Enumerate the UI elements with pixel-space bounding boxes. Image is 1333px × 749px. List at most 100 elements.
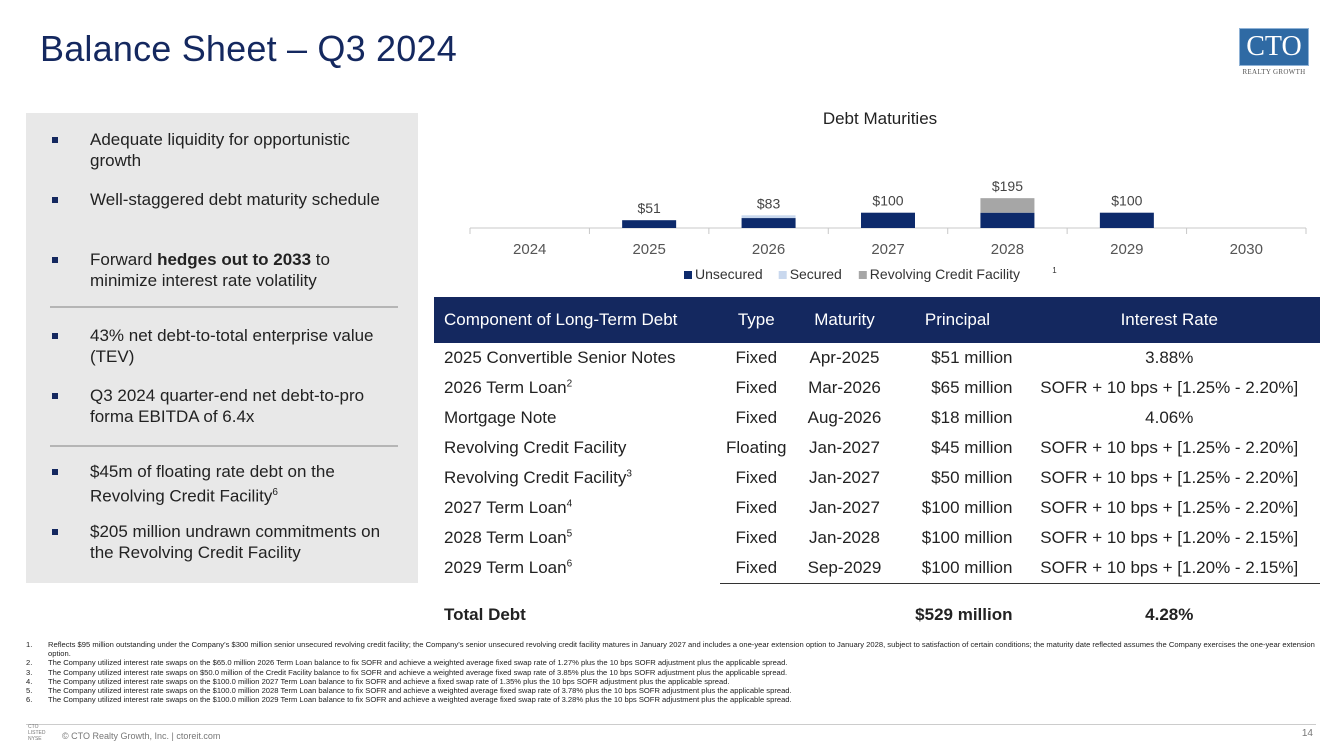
cell-type: Fixed	[735, 348, 778, 367]
cell-principal: $18 million	[931, 408, 1013, 427]
cell-rate: SOFR + 10 bps + [1.25% - 2.20%]	[1040, 438, 1299, 457]
chart-title: Debt Maturities	[822, 109, 938, 128]
footnote: 2. The Company utilized interest rate swa…	[26, 658, 1316, 667]
cell-type: Fixed	[735, 378, 778, 397]
bullet-text: Q3 2024 quarter-end net debt-to-pro form…	[90, 386, 365, 426]
bullet-text: Adequate liquidity for opportunistic gro…	[90, 130, 350, 170]
data-label: $51	[637, 200, 661, 216]
col-header-rate: Interest Rate	[1018, 297, 1320, 343]
page-number: 14	[1301, 728, 1313, 739]
component-name: Revolving Credit Facility	[444, 438, 627, 457]
footnote-ref: 4	[566, 498, 573, 510]
bar-unsecured	[741, 218, 796, 228]
data-label: $83	[757, 195, 781, 211]
highlights-panel: Adequate liquidity for opportunistic gro…	[26, 113, 418, 583]
legend-swatch	[684, 271, 692, 279]
panel-divider	[50, 306, 398, 308]
bullet-square-icon	[52, 257, 58, 263]
footnote-text: The Company utilized interest rate swaps…	[48, 658, 788, 668]
footnote-number: 6.	[26, 695, 33, 705]
cell-principal: $50 million	[931, 468, 1013, 487]
col-header-maturity: Maturity	[792, 297, 897, 343]
bullet-text: $205 million undrawn commitments on the …	[90, 522, 381, 562]
cell-rate: SOFR + 10 bps + [1.20% - 2.15%]	[1040, 528, 1299, 547]
table-row: Mortgage Note Fixed Aug-2026 $18 million 4.0…	[434, 403, 1320, 433]
cell-principal: $100 million	[921, 498, 1013, 517]
legend-label: Secured	[790, 266, 842, 282]
cell-component: 2025 Convertible Senior Notes	[434, 343, 720, 373]
bullet-text: Well-staggered debt maturity schedule	[90, 190, 380, 209]
total-empty	[792, 600, 896, 630]
component-name: 2026 Term Loan	[444, 378, 567, 397]
footer-logo-line: NYSE	[28, 736, 42, 742]
footnote-number: 4.	[26, 676, 33, 686]
footnote-ref: 5	[566, 528, 573, 540]
footnote-number: 3.	[26, 667, 33, 677]
cell-principal: $100 million	[921, 558, 1013, 577]
cell-component: 2028 Term Loan5	[434, 523, 720, 553]
legend-footnote-ref: 1	[1052, 266, 1057, 275]
data-label: $195	[992, 178, 1023, 194]
footer-divider	[26, 724, 1316, 725]
bullet-text-post: to minimize interest rate volatility	[90, 250, 330, 290]
component-name: Revolving Credit Facility	[444, 468, 627, 487]
cell-maturity: Jan-2027	[809, 468, 880, 487]
footnote: 5. The Company utilized interest rate swa…	[26, 686, 1316, 695]
spacer-cell	[720, 583, 1320, 600]
cell-maturity: Mar-2026	[808, 378, 881, 397]
cell-component: 2027 Term Loan4	[434, 493, 720, 523]
debt-table: Component of Long-Term Debt Type Maturit…	[434, 297, 1320, 630]
table-row: 2026 Term Loan2 Fixed Mar-2026 $65 million S…	[434, 373, 1320, 403]
table-header-row: Component of Long-Term Debt Type Maturit…	[434, 297, 1320, 343]
data-label: $100	[1111, 193, 1142, 209]
component-name: 2025 Convertible Senior Notes	[444, 348, 676, 367]
table-row: 2027 Term Loan4 Fixed Jan-2027 $100 million…	[434, 493, 1320, 523]
cell-rate: 4.06%	[1145, 408, 1194, 427]
cell-principal: $45 million	[931, 438, 1013, 457]
component-name: Mortgage Note	[444, 408, 557, 427]
footnote-text: The Company utilized interest rate swaps…	[48, 686, 792, 696]
bullet-square-icon	[52, 529, 58, 535]
cell-maturity: Aug-2026	[807, 408, 882, 427]
total-row: Total Debt $529 million 4.28%	[434, 600, 1320, 630]
bullet-square-icon	[52, 393, 58, 399]
logo-mark: CTO	[1239, 28, 1309, 66]
cell-maturity: Jan-2027	[809, 498, 880, 517]
footnote-text: Reflects $95 million outstanding under t…	[48, 640, 1315, 659]
cell-maturity: Jan-2028	[809, 528, 880, 547]
legend-label: Unsecured	[695, 266, 763, 282]
table-row: 2029 Term Loan6 Fixed Sep-2029 $100 million…	[434, 553, 1320, 584]
bullet-square-icon	[52, 469, 58, 475]
footnote: 6. The Company utilized interest rate swa…	[26, 695, 1316, 704]
footnote-ref: 6	[566, 558, 573, 570]
cell-component: Revolving Credit Facility	[434, 433, 720, 463]
footnote: 3. The Company utilized interest rate swa…	[26, 668, 1316, 677]
bullet-square-icon	[52, 197, 58, 203]
cell-type: Fixed	[735, 558, 778, 577]
total-label: Total Debt	[444, 605, 526, 624]
bullet-text: 43% net debt-to-total enterprise value (…	[90, 326, 374, 366]
bar-unsecured	[1099, 212, 1154, 228]
footnote: 4. The Company utilized interest rate swa…	[26, 677, 1316, 686]
component-name: 2028 Term Loan	[444, 528, 567, 547]
footnote-text: The Company utilized interest rate swaps…	[48, 676, 730, 686]
legend-swatch	[858, 271, 867, 279]
bar-revolving-credit-facility	[980, 198, 1035, 213]
footnote-text: The Company utilized interest rate swaps…	[48, 695, 792, 705]
table-row: Revolving Credit Facility Floating Jan-202…	[434, 433, 1320, 463]
footnote-number: 2.	[26, 658, 33, 668]
component-name: 2029 Term Loan	[444, 558, 567, 578]
footnote-number: 1.	[26, 640, 33, 649]
data-label: $100	[872, 193, 903, 209]
footer-logo-line: CTO	[28, 724, 39, 730]
footer-text: © CTO Realty Growth, Inc. | ctoreit.com	[62, 731, 221, 741]
footnote-ref: 6	[272, 487, 278, 498]
total-principal: $529 million	[915, 605, 1013, 624]
table-row: 2025 Convertible Senior Notes Fixed Apr-20…	[434, 343, 1320, 373]
footnotes: 1. Reflects $95 million outstanding under…	[26, 640, 1316, 704]
footer-logo-line: LISTED	[28, 730, 46, 736]
debt-maturities-chart: Debt Maturities 2024 $51 2025 $83 2026 $100 20…	[440, 100, 1320, 295]
spacer-cell	[434, 584, 720, 601]
total-rate: 4.28%	[1145, 605, 1194, 624]
component-name: 2027 Term Loan	[444, 498, 567, 517]
